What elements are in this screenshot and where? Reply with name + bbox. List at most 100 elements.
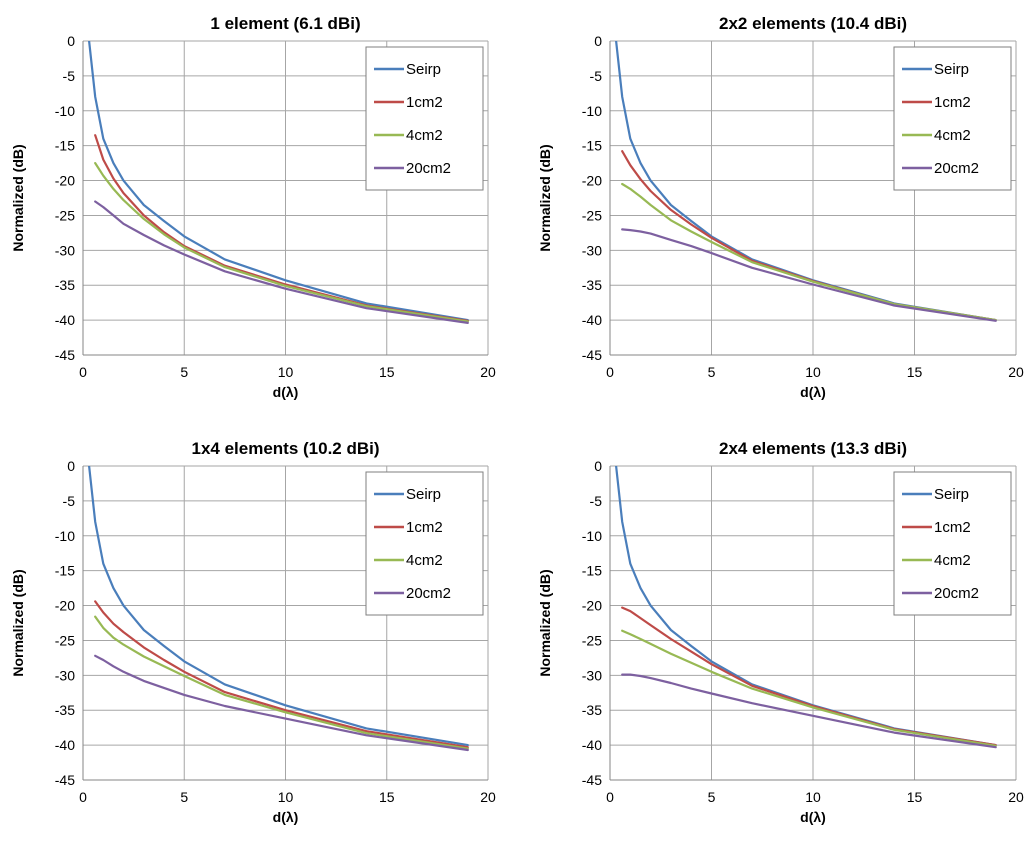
legend-label: 20cm2 [934, 160, 979, 177]
x-tick-label: 0 [79, 789, 87, 805]
series-line [621, 182, 997, 322]
legend-label: 1cm2 [406, 519, 443, 536]
y-tick-label: -5 [63, 493, 76, 509]
x-tick-label: 5 [180, 364, 188, 380]
legend-label: Seirp [934, 61, 969, 78]
series-line [94, 134, 469, 322]
legend-box [365, 46, 484, 191]
chart-title: 1 element (6.1 dBi) [210, 14, 360, 33]
y-tick-label: -25 [55, 632, 75, 648]
x-tick-label: 0 [79, 364, 87, 380]
series-line [94, 162, 469, 323]
legend-label: 4cm2 [934, 552, 971, 569]
x-tick-label: 0 [606, 364, 614, 380]
y-tick-label: 0 [67, 33, 75, 49]
chart-panel: 1x4 elements (10.2 dBi) 0 -5 -10 -15 -20 -25 -3… [10, 439, 496, 825]
y-tick-label: -40 [55, 737, 75, 753]
y-tick-label: -10 [55, 103, 75, 119]
chart-title: 2x2 elements (10.4 dBi) [719, 14, 907, 33]
y-tick-label: -15 [582, 563, 602, 579]
y-tick-label: -25 [55, 207, 75, 223]
series-line [87, 41, 469, 322]
x-tick-label: 20 [1008, 364, 1024, 380]
legend-label: Seirp [406, 61, 441, 78]
legend-label: Seirp [934, 486, 969, 503]
x-tick-label: 15 [907, 364, 923, 380]
legend-box [893, 46, 1012, 191]
y-tick-label: -40 [582, 312, 602, 328]
x-tick-label: 20 [480, 789, 496, 805]
y-tick-label: -45 [55, 772, 75, 788]
y-axis-label: Normalized (dB) [537, 144, 553, 251]
y-axis-label: Normalized (dB) [10, 144, 26, 251]
x-tick-label: 20 [480, 364, 496, 380]
x-tick-label: 5 [180, 789, 188, 805]
y-tick-label: -20 [582, 173, 602, 189]
legend-label: 4cm2 [934, 127, 971, 144]
legend-label: 20cm2 [934, 585, 979, 602]
legend-label: Seirp [406, 486, 441, 503]
legend-label: 20cm2 [406, 160, 451, 177]
legend-label: 1cm2 [934, 94, 971, 111]
series-line [94, 200, 469, 324]
y-tick-label: -45 [55, 347, 75, 363]
y-tick-label: 0 [594, 33, 602, 49]
y-tick-label: -35 [55, 702, 75, 718]
legend-label: 4cm2 [406, 552, 443, 569]
y-tick-label: -15 [55, 138, 75, 154]
y-tick-label: -25 [582, 207, 602, 223]
chart-panel: 2x2 elements (10.4 dBi) 0 -5 -10 -15 -20 -25 -3… [537, 14, 1024, 400]
y-tick-label: -5 [590, 68, 603, 84]
x-axis-label: d(λ) [800, 809, 826, 825]
chart-panel: 1 element (6.1 dBi) 0 -5 -10 -15 -20 -25 -30 -35… [10, 14, 496, 400]
y-tick-label: -15 [582, 138, 602, 154]
legend-box [365, 471, 484, 616]
x-tick-label: 0 [606, 789, 614, 805]
legend-label: 1cm2 [406, 94, 443, 111]
legend-label: 1cm2 [934, 519, 971, 536]
y-tick-label: -10 [582, 103, 602, 119]
y-tick-label: -15 [55, 563, 75, 579]
chart-title: 2x4 elements (13.3 dBi) [719, 439, 907, 458]
series-line [94, 654, 469, 752]
x-tick-label: 5 [708, 789, 716, 805]
legend-label: 4cm2 [406, 127, 443, 144]
y-tick-label: -5 [63, 68, 76, 84]
y-tick-label: -30 [55, 242, 75, 258]
y-tick-label: -10 [582, 528, 602, 544]
series-line [621, 629, 997, 747]
y-tick-label: -45 [582, 347, 602, 363]
legend-label: 20cm2 [406, 585, 451, 602]
chart-panel: 2x4 elements (13.3 dBi) 0 -5 -10 -15 -20 -25 -3… [537, 439, 1024, 825]
x-tick-label: 5 [708, 364, 716, 380]
x-tick-label: 15 [379, 789, 395, 805]
y-tick-label: -40 [582, 737, 602, 753]
chart-title: 1x4 elements (10.2 dBi) [191, 439, 379, 458]
y-axis-label: Normalized (dB) [537, 569, 553, 676]
y-tick-label: -30 [55, 667, 75, 683]
y-tick-label: -45 [582, 772, 602, 788]
series-line [94, 600, 469, 749]
x-tick-label: 20 [1008, 789, 1024, 805]
series-line [621, 673, 997, 749]
series-line [621, 228, 997, 322]
x-tick-label: 10 [805, 789, 821, 805]
y-axis-label: Normalized (dB) [10, 569, 26, 676]
x-tick-label: 15 [379, 364, 395, 380]
y-tick-label: -30 [582, 242, 602, 258]
y-tick-label: -35 [582, 702, 602, 718]
series-line [87, 466, 469, 747]
x-axis-label: d(λ) [800, 384, 826, 400]
y-tick-label: -20 [582, 598, 602, 614]
x-axis-label: d(λ) [273, 809, 299, 825]
x-tick-label: 15 [907, 789, 923, 805]
y-tick-label: -40 [55, 312, 75, 328]
y-tick-label: -20 [55, 598, 75, 614]
y-tick-label: 0 [67, 458, 75, 474]
series-line [621, 606, 997, 747]
y-tick-label: -5 [590, 493, 603, 509]
series-line [94, 615, 469, 750]
y-tick-label: 0 [594, 458, 602, 474]
